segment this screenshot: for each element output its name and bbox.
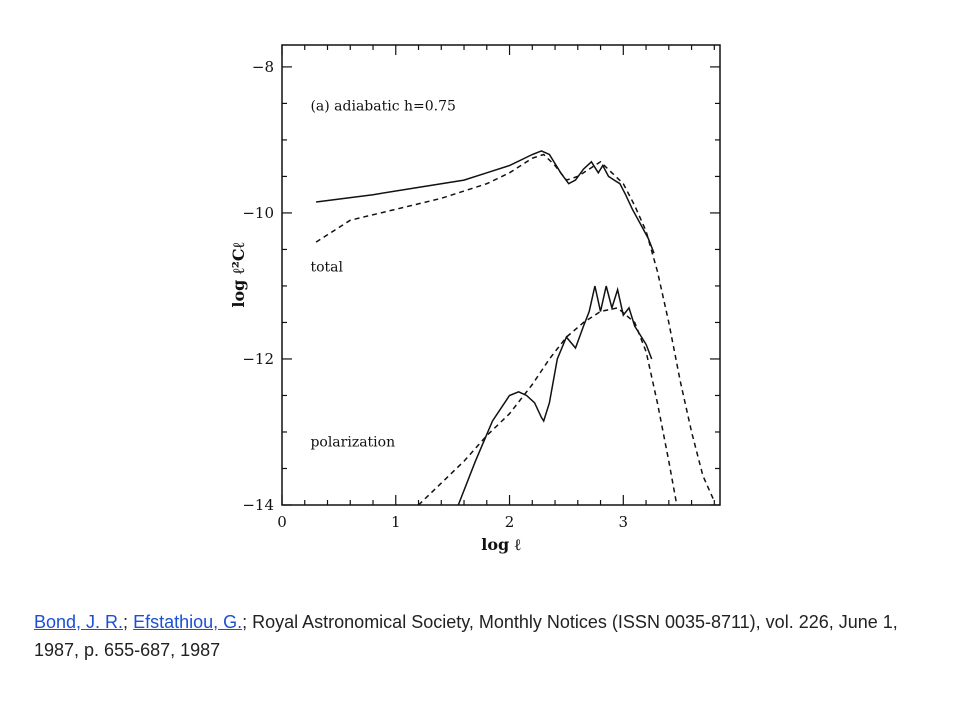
x-tick-label: 0	[277, 513, 287, 531]
series-total-solid	[316, 150, 655, 254]
y-axis-label: log ℓ²Cℓ	[229, 241, 248, 307]
author-link-efstathiou[interactable]: Efstathiou, G.	[133, 612, 243, 632]
x-tick-label: 1	[391, 513, 401, 531]
plot-frame	[281, 44, 721, 506]
annotation: (a) adiabatic h=0.75	[310, 99, 455, 115]
author-link-bond[interactable]: Bond, J. R.	[34, 612, 124, 632]
series-polarization-solid	[457, 285, 653, 506]
citation-text: ; Royal Astronomical Society, Monthly No…	[34, 612, 898, 660]
x-tick-label: 2	[505, 513, 515, 531]
axis-ticks: 0 1 2 3 −8 −10 −12 −14	[242, 45, 720, 531]
y-tick-label: −10	[242, 204, 274, 222]
x-tick-label: 3	[619, 513, 629, 531]
x-axis-label: log ℓ	[481, 535, 522, 554]
annotation: total	[310, 259, 343, 275]
annotation: polarization	[310, 435, 395, 451]
annotation-layer: (a) adiabatic h=0.75 total polarization	[310, 99, 455, 451]
series-polarization-dashed	[417, 307, 678, 506]
series-total-dashed	[315, 153, 715, 502]
series-layer	[315, 150, 715, 506]
citation: Bond, J. R.; Efstathiou, G.; Royal Astro…	[34, 608, 914, 664]
y-tick-label: −12	[242, 350, 274, 368]
chart: 0 1 2 3 −8 −10 −12 −14 (a) adiabatic h=0.75 tota…	[229, 44, 721, 554]
citation-separator: ;	[123, 612, 134, 632]
y-tick-label: −14	[242, 496, 274, 514]
y-tick-label: −8	[252, 58, 274, 76]
